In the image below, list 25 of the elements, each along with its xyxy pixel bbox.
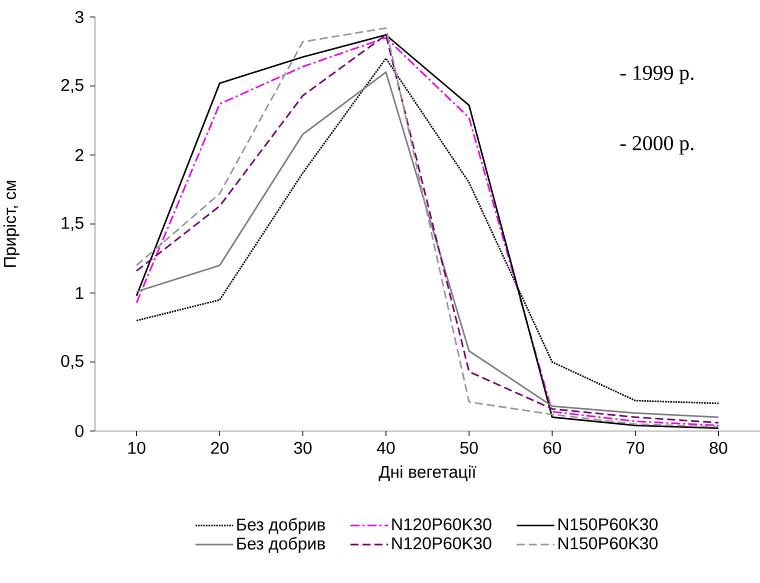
- y-tick-label: 0,5: [61, 354, 84, 370]
- x-tick-label: 10: [128, 442, 146, 454]
- y-tick-label: 0: [75, 424, 84, 438]
- legend-label: Без добрив: [237, 537, 325, 553]
- y-tick-label: 1,5: [62, 217, 84, 231]
- legend-label: N120P60K30: [392, 537, 492, 550]
- y-axis-title: Приріст, см: [3, 180, 20, 267]
- x-axis-title: Дні вегетації: [378, 465, 476, 482]
- x-tick-label: 70: [626, 442, 644, 454]
- legend-label: Без добрив: [237, 518, 325, 534]
- legend-label: N150P60K30: [558, 537, 658, 550]
- y-tick-label: 1: [76, 287, 84, 299]
- x-tick-label: 80: [710, 442, 728, 454]
- x-tick-label: 40: [376, 442, 395, 454]
- x-tick-label: 20: [211, 442, 228, 454]
- annotation: - 2000 р.: [620, 136, 694, 155]
- x-tick-label: 30: [294, 442, 312, 454]
- x-tick-label: 60: [544, 442, 561, 454]
- y-tick-label: 2: [76, 149, 84, 161]
- legend-label: N150P60K30: [558, 518, 658, 530]
- x-tick-label: 50: [460, 442, 478, 454]
- legend-label: N120P60K30: [392, 518, 492, 530]
- y-tick-label: 2,5: [61, 78, 84, 94]
- annotation: - 1999 р.: [620, 66, 694, 84]
- y-tick-label: 3: [75, 10, 84, 24]
